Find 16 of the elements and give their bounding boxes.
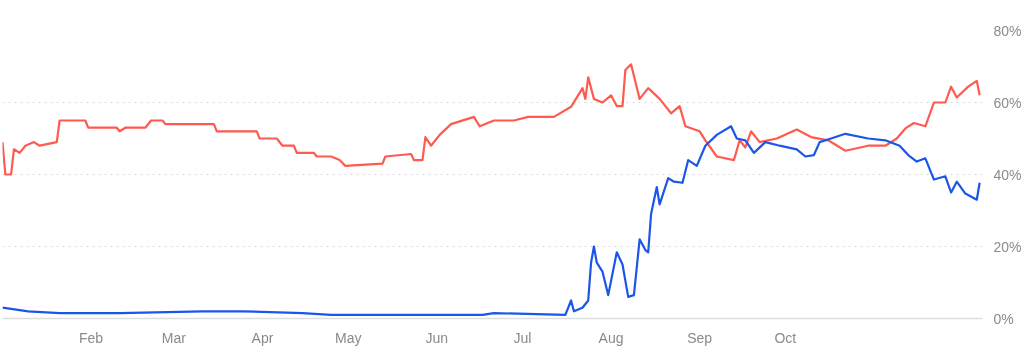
x-tick-label: Aug [598,329,624,346]
x-tick-label: Oct [774,329,797,346]
x-tick-label: Jun [425,329,449,346]
line-series [2,63,981,176]
y-tick-label: 80% [993,22,1022,39]
x-tick-label: Jul [513,329,532,346]
x-tick-label: Feb [79,329,104,346]
line-series [2,125,981,316]
x-tick-label: Sep [687,329,713,346]
y-tick-label: 20% [993,238,1022,255]
x-tick-label: Mar [161,329,187,346]
y-tick-label: 60% [993,94,1022,111]
x-tick-label: Apr [251,329,274,346]
x-tick-label: May [334,329,362,346]
y-tick-label: 0% [993,310,1014,327]
y-tick-label: 40% [993,166,1022,183]
